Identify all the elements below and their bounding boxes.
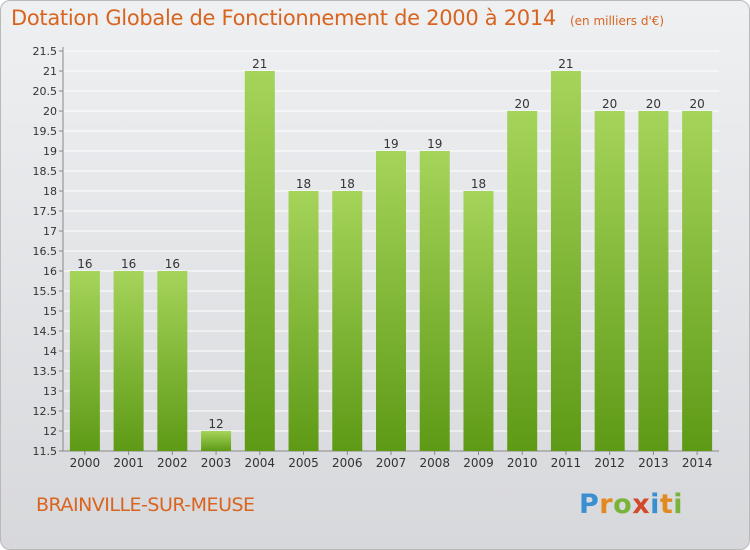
chart-subtitle: (en milliers d'€) [569,14,665,28]
bar-2005 [288,191,319,451]
y-tick-label: 11.5 [33,445,58,458]
x-tick-label-2006: 2006 [332,456,363,470]
y-tick-label: 20.5 [33,85,58,98]
bar-layer [69,71,713,451]
y-tick-label: 14 [43,345,57,358]
bar-2002 [157,271,188,451]
bar-2012 [594,111,625,451]
brand-logo-letter: i [650,489,660,520]
data-label-2001: 16 [121,257,136,271]
x-tick-label-2002: 2002 [157,456,188,470]
x-tick-label-2001: 2001 [113,456,144,470]
x-tick-label-2007: 2007 [376,456,407,470]
data-label-2000: 16 [77,257,92,271]
y-tick-label: 20 [43,105,57,118]
x-tick-label-2008: 2008 [419,456,450,470]
x-tick-label-2014: 2014 [682,456,713,470]
data-label-2005: 18 [296,177,311,191]
y-tick-label: 12.5 [33,405,58,418]
bar-2004 [244,71,275,451]
y-tick-label: 16.5 [33,245,58,258]
data-label-2002: 16 [165,257,180,271]
location-label: BRAINVILLE-SUR-MEUSE [36,494,255,516]
y-tick-label: 13 [43,385,57,398]
brand-logo-letter: x [632,489,651,520]
x-tick-label-2010: 2010 [507,456,538,470]
data-label-2007: 19 [383,137,398,151]
brand-logo-letter: P [579,489,600,520]
y-tick-label: 13.5 [33,365,58,378]
brand-logo-letter: i [673,489,684,520]
x-tick-label-2013: 2013 [638,456,669,470]
bar-2006 [332,191,363,451]
y-tick-label: 18 [43,185,57,198]
bar-2000 [69,271,100,451]
bar-2013 [638,111,669,451]
title-block: Dotation Globale de Fonctionnement de 20… [11,6,664,30]
x-tick-label-2005: 2005 [288,456,319,470]
data-label-2004: 21 [252,57,267,71]
data-label-2011: 21 [558,57,573,71]
y-tick-label: 16 [43,265,57,278]
x-tick-label-2003: 2003 [201,456,232,470]
data-label-2006: 18 [340,177,355,191]
y-tick-label: 21.5 [33,45,58,58]
chart-title: Dotation Globale de Fonctionnement de 20… [11,6,556,30]
brand-logo-letter: t [659,489,674,520]
y-tick-label: 19 [43,145,57,158]
data-label-2010: 20 [515,97,530,111]
brand-logo: Proxiti [579,489,683,520]
y-tick-label: 18.5 [33,165,58,178]
y-tick-label: 21 [43,65,57,78]
x-tick-label-2004: 2004 [245,456,276,470]
data-label-2008: 19 [427,137,442,151]
y-tick-label: 17.5 [33,205,58,218]
bar-2009 [463,191,494,451]
y-tick-label: 12 [43,425,57,438]
brand-logo-letter: r [599,489,614,520]
data-label-2003: 12 [208,417,223,431]
bar-2008 [419,151,450,451]
y-tick-label: 15.5 [33,285,58,298]
bar-2001 [113,271,144,451]
y-tick-label: 19.5 [33,125,58,138]
bar-2007 [376,151,406,451]
data-label-2014: 20 [689,97,704,111]
data-label-2009: 18 [471,177,486,191]
bar-2010 [507,111,538,451]
bar-2003 [201,431,232,451]
bar-2014 [682,111,713,451]
y-tick-label: 14.5 [33,325,58,338]
label-layer: 16 16 16 12 21 18 18 19 19 18 20 21 20 20 20 [77,57,705,431]
y-tick-label: 17 [43,225,57,238]
brand-logo-letter: o [613,489,633,520]
x-tick-label-2012: 2012 [594,456,625,470]
y-tick-label: 15 [43,305,57,318]
data-label-2012: 20 [602,97,617,111]
x-tick-label-2011: 2011 [551,456,582,470]
data-label-2013: 20 [646,97,661,111]
bar-2011 [550,71,581,451]
x-tick-label-2009: 2009 [463,456,494,470]
x-tick-label-2000: 2000 [70,456,101,470]
